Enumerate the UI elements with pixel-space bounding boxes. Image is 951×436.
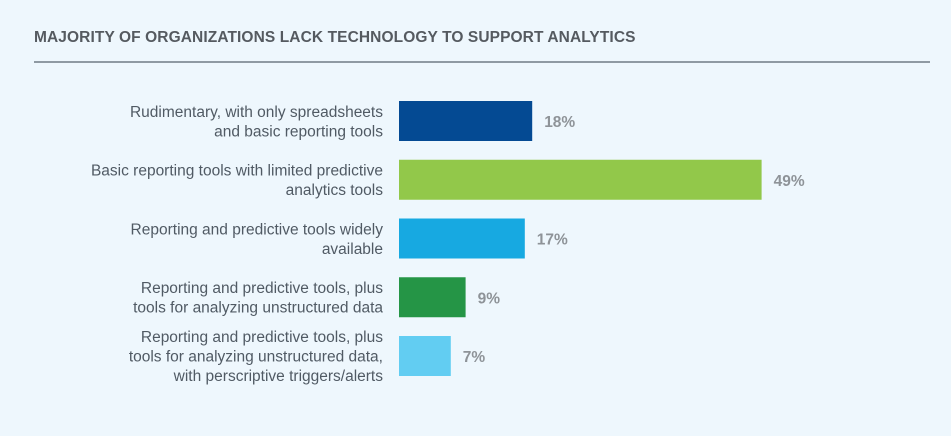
category-label-1-line-1: Rudimentary, with only spreadsheets	[130, 104, 383, 121]
category-label-4-line-1: Reporting and predictive tools, plus	[141, 280, 383, 297]
bar-5	[399, 336, 451, 376]
category-label-3-line-2: available	[322, 241, 383, 258]
category-label-1-line-2: and basic reporting tools	[214, 123, 383, 140]
bar-2	[399, 159, 762, 200]
bar-1	[399, 101, 533, 141]
value-label-4: 9%	[478, 290, 501, 307]
category-label-5-line-2: tools for analyzing unstructured data,	[129, 349, 383, 366]
category-label-5-line-1: Reporting and predictive tools, plus	[141, 329, 383, 346]
value-label-5: 7%	[463, 349, 486, 366]
title-divider	[34, 61, 930, 63]
bar-3	[399, 218, 525, 259]
category-label-2-line-2: analytics tools	[286, 182, 384, 199]
value-label-1: 18%	[544, 114, 575, 131]
chart-title: MAJORITY OF ORGANIZATIONS LACK TECHNOLOG…	[34, 29, 636, 46]
value-label-3: 17%	[537, 232, 568, 249]
category-label-4-line-2: tools for analyzing unstructured data	[133, 300, 383, 317]
bar-4	[399, 277, 466, 318]
category-label-3-line-1: Reporting and predictive tools widely	[131, 221, 384, 238]
category-label-2-line-1: Basic reporting tools with limited predi…	[91, 163, 383, 180]
value-label-2: 49%	[774, 173, 805, 190]
category-label-5-line-3: with perscriptive triggers/alerts	[173, 368, 384, 385]
